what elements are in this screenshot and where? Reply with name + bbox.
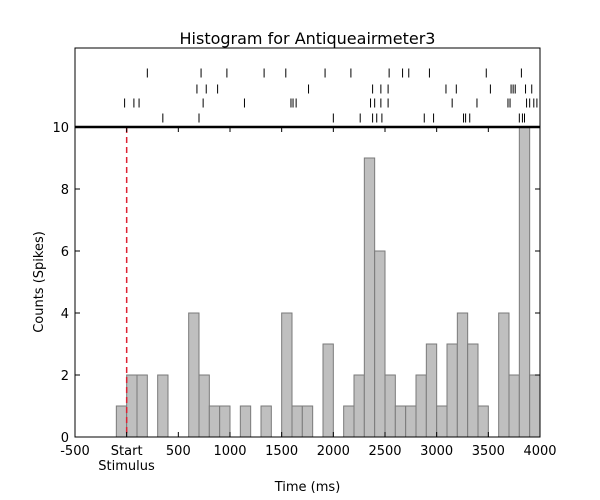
histogram-bar bbox=[260, 405, 272, 438]
x-tick-label: 500 bbox=[166, 444, 191, 459]
histogram-bar bbox=[477, 405, 489, 438]
histogram-bar bbox=[126, 374, 138, 438]
x-tick-label: 2500 bbox=[368, 444, 401, 459]
x-axis-label: Time (ms) bbox=[274, 480, 341, 495]
histogram-bar bbox=[508, 374, 520, 438]
x-tick-label: 3000 bbox=[420, 444, 453, 459]
histogram-bar bbox=[529, 374, 541, 438]
y-tick-label: 2 bbox=[61, 369, 69, 384]
histogram-bar bbox=[322, 343, 334, 438]
histogram-bar bbox=[353, 374, 365, 438]
histogram-bar bbox=[498, 312, 510, 438]
histogram-bar bbox=[219, 405, 231, 438]
x-tick-label: 2000 bbox=[317, 444, 350, 459]
histogram-bars bbox=[115, 126, 541, 438]
x-axis: -500 Start 500 1000 1500 2000 2500 3000 3500 4000 bbox=[60, 127, 557, 459]
histogram-bar bbox=[281, 312, 293, 438]
histogram-bar bbox=[291, 405, 303, 438]
stimulus-label: Stimulus bbox=[98, 459, 155, 474]
histogram-bar bbox=[394, 405, 407, 438]
histogram-bar bbox=[415, 374, 427, 438]
spike-raster bbox=[124, 68, 538, 123]
histogram-bar bbox=[136, 374, 148, 438]
histogram-bar bbox=[363, 157, 376, 438]
y-tick-label: 0 bbox=[61, 431, 69, 446]
histogram-bar bbox=[405, 405, 417, 438]
histogram-bar bbox=[198, 374, 210, 438]
histogram-bar bbox=[425, 343, 438, 438]
histogram-bar bbox=[115, 405, 128, 438]
y-tick-label: 8 bbox=[61, 183, 69, 198]
plot-frame bbox=[74, 47, 541, 438]
y-tick-label: 4 bbox=[61, 307, 69, 322]
histogram-bar bbox=[384, 374, 396, 438]
histogram-bar bbox=[157, 374, 169, 438]
y-tick-label: 6 bbox=[61, 245, 69, 260]
x-tick-label: Start bbox=[111, 444, 143, 459]
histogram-bar bbox=[436, 405, 448, 438]
histogram-bar bbox=[456, 312, 469, 438]
x-tick-label: 1500 bbox=[265, 444, 298, 459]
histogram-bar bbox=[446, 343, 458, 438]
histogram-bar bbox=[518, 126, 531, 438]
x-tick-label: 3500 bbox=[472, 444, 505, 459]
histogram-bar bbox=[343, 405, 355, 438]
histogram-bar bbox=[188, 312, 200, 438]
x-tick-label: -500 bbox=[60, 444, 90, 459]
y-axis: 0 2 4 6 8 10 bbox=[52, 121, 540, 446]
chart-title: Histogram for Antiqueairmeter3 bbox=[180, 29, 436, 48]
histogram-bar bbox=[467, 343, 479, 438]
y-tick-label: 10 bbox=[52, 121, 69, 136]
x-tick-label: 1000 bbox=[213, 444, 246, 459]
histogram-bar bbox=[301, 405, 314, 438]
histogram-bar bbox=[239, 405, 252, 438]
histogram-bar bbox=[374, 250, 386, 438]
x-tick-label: 4000 bbox=[523, 444, 556, 459]
y-axis-label: Counts (Spikes) bbox=[32, 231, 47, 333]
histogram-bar bbox=[208, 405, 221, 438]
